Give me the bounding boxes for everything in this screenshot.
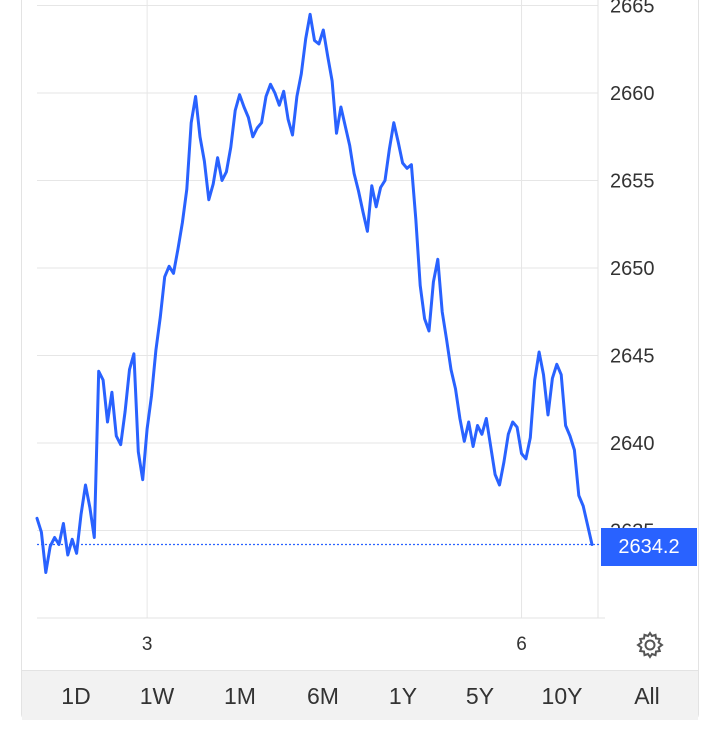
y-tick-label: 2640 — [610, 433, 655, 455]
price-chart: 2635264026452650265526602665 36 — [35, 0, 655, 655]
range-10y[interactable]: 10Y — [541, 683, 583, 709]
gear-icon[interactable] — [635, 630, 665, 660]
range-1w[interactable]: 1W — [139, 683, 175, 709]
x-tick-label: 6 — [516, 634, 527, 655]
vertical-grid — [146, 0, 523, 618]
y-tick-label: 2645 — [610, 346, 655, 368]
last-price-label: 2634.2 — [601, 528, 697, 566]
y-axis-ticks: 2635264026452650265526602665 — [610, 0, 655, 543]
x-tick-label: 3 — [142, 634, 153, 655]
range-selector: 1D 1W 1M 6M 1Y 5Y 10Y All — [22, 670, 698, 720]
y-tick-label: 2665 — [610, 0, 655, 18]
range-5y[interactable]: 5Y — [465, 683, 495, 709]
range-6m[interactable]: 6M — [307, 683, 339, 709]
y-tick-label: 2650 — [610, 258, 655, 280]
y-tick-label: 2655 — [610, 171, 655, 193]
horizontal-grid — [37, 5, 598, 531]
range-1d[interactable]: 1D — [61, 683, 91, 709]
y-tick-label: 2660 — [610, 83, 655, 105]
range-all[interactable]: All — [634, 683, 660, 709]
range-1m[interactable]: 1M — [224, 683, 256, 709]
price-series-line — [35, 12, 594, 574]
range-1y[interactable]: 1Y — [388, 683, 418, 709]
